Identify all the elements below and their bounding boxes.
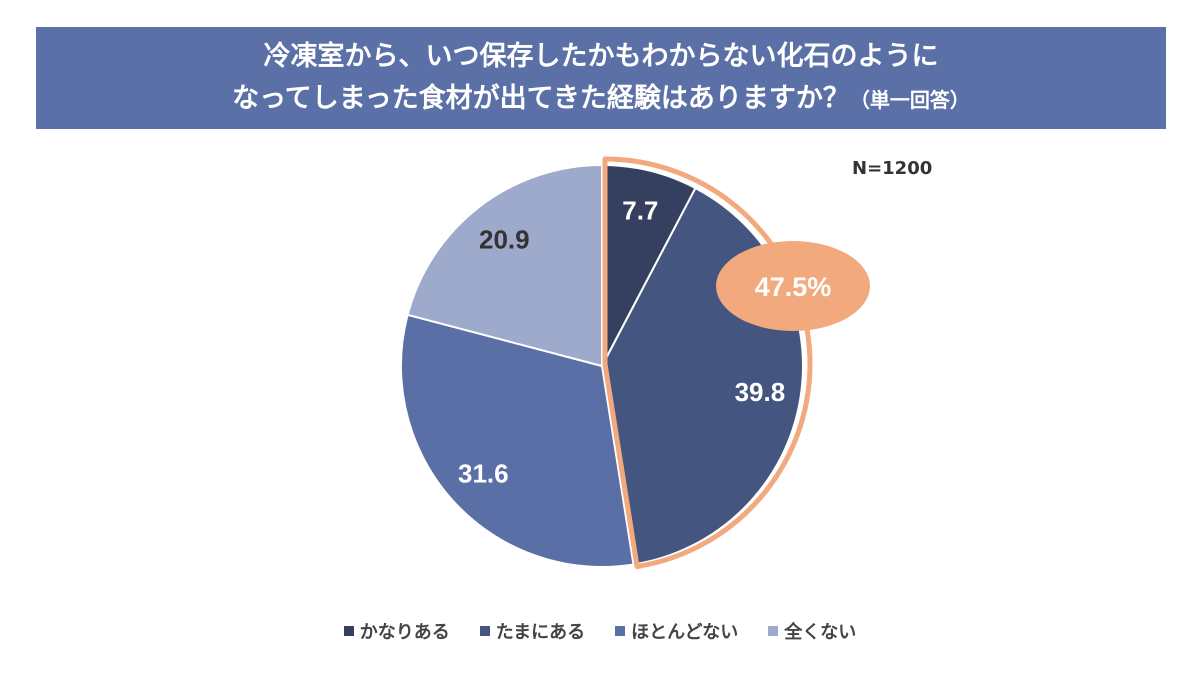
- legend-label: ほとんどない: [631, 622, 739, 643]
- legend-swatch: [768, 626, 779, 636]
- legend-swatch: [479, 626, 490, 636]
- data-label-3: 31.6: [458, 458, 509, 488]
- legend-item-3: ほとんどない: [615, 618, 738, 644]
- legend-label: たまにある: [495, 622, 586, 643]
- title-line-2: なってしまった食材が出てきた経験はありますか？（単一回答）: [232, 78, 970, 121]
- sample-size: N=1200: [852, 158, 933, 179]
- legend-swatch: [615, 626, 626, 636]
- legend-label: 全くない: [784, 622, 857, 643]
- highlight-bubble: [716, 241, 870, 331]
- data-label-1: 7.7: [622, 196, 658, 226]
- legend-item-1: かなりある: [343, 618, 450, 644]
- chart-title: 冷凍室から、いつ保存したかもわからない化石のように なってしまった食材が出てきた…: [36, 27, 1166, 129]
- data-label-2: 39.8: [735, 377, 786, 407]
- pie-slice-3: [400, 313, 635, 568]
- legend-item-2: たまにある: [479, 618, 586, 644]
- highlight-outline: [602, 156, 813, 569]
- pie-slice-4: [406, 163, 603, 368]
- title-line-1: 冷凍室から、いつ保存したかもわからない化石のように: [263, 40, 939, 72]
- title-line-2-text: なってしまった食材が出てきた経験はありますか？: [232, 82, 850, 114]
- title-note: （単一回答）: [849, 87, 970, 112]
- legend-label: かなりある: [359, 622, 450, 643]
- legend: かなりある たまにある ほとんどない 全くない: [0, 618, 1200, 644]
- highlight-label: 47.5%: [755, 272, 832, 302]
- data-label-4: 20.9: [479, 224, 530, 254]
- legend-swatch: [343, 626, 354, 636]
- legend-item-4: 全くない: [768, 618, 856, 644]
